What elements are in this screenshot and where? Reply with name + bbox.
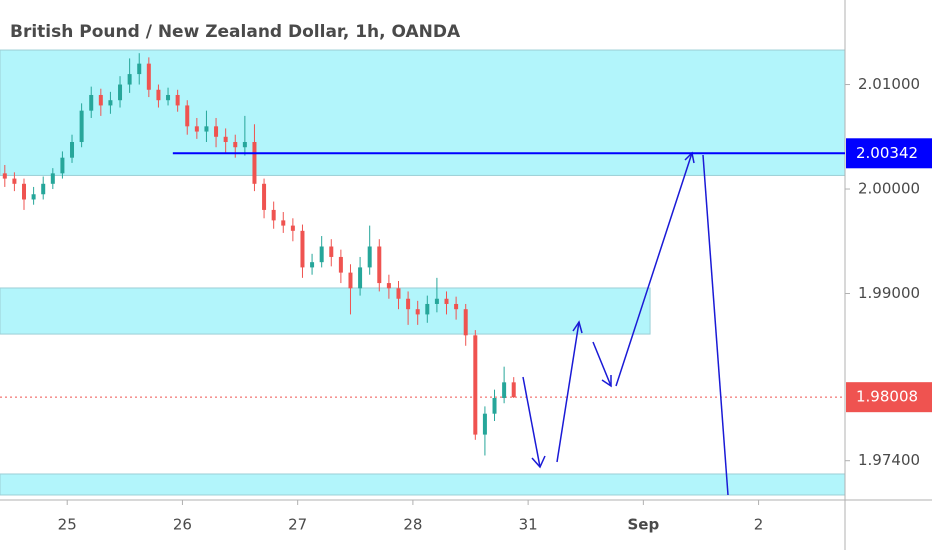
candle-body: [2, 173, 7, 179]
zone: [0, 473, 846, 496]
candle-body: [108, 100, 113, 106]
candle-body: [252, 142, 257, 184]
candle-body: [348, 272, 353, 289]
candle-body: [310, 262, 315, 268]
zone: [0, 49, 846, 176]
candle-body: [329, 246, 334, 257]
candle-body: [300, 230, 305, 268]
candle-body: [233, 142, 238, 148]
forecast-arrows: [522, 151, 729, 496]
candle-body: [492, 398, 497, 414]
arrowhead: [572, 320, 583, 334]
last-price-badge: [846, 382, 932, 413]
arrowhead: [531, 455, 546, 469]
candle-body: [41, 183, 46, 195]
candle-body: [146, 63, 151, 90]
candle-body: [319, 246, 324, 263]
x-tick-label: 27: [288, 516, 307, 534]
candle-body: [415, 309, 420, 315]
candle-body: [98, 94, 103, 106]
zone: [0, 287, 651, 335]
candle-body: [262, 183, 267, 210]
x-tick-label: 26: [173, 516, 192, 534]
y-tick-label: 1.99000: [858, 284, 920, 302]
last-price-label: 1.98008: [856, 388, 918, 406]
level-badge: [846, 138, 932, 169]
candle-body: [271, 209, 276, 221]
candle-body: [367, 246, 372, 268]
candle-body: [31, 194, 36, 200]
candle-body: [434, 298, 439, 304]
candle-body: [502, 382, 507, 399]
x-tick-label: 2: [754, 516, 764, 534]
candle-body: [406, 298, 411, 310]
candle-body: [60, 157, 65, 174]
arrow: [592, 341, 612, 387]
candle-body: [511, 382, 516, 398]
candle-body: [242, 142, 247, 148]
candle-body: [338, 256, 343, 273]
x-tick-label: 31: [519, 516, 538, 534]
candle-body: [127, 74, 132, 85]
y-tick-label: 1.97400: [858, 451, 920, 469]
candle-body: [281, 220, 286, 226]
candle-body: [70, 142, 75, 158]
y-tick-label: 2.01000: [858, 75, 920, 93]
arrow: [522, 376, 541, 468]
candle-body: [185, 105, 190, 127]
candle-body: [473, 335, 478, 435]
candle-body: [386, 283, 391, 289]
candle-body: [482, 413, 487, 435]
level-label: 2.00342: [856, 144, 918, 162]
x-tick-label: 28: [403, 516, 422, 534]
candle-body: [50, 173, 55, 184]
x-tick-label: Sep: [627, 516, 659, 534]
candle-body: [214, 126, 219, 137]
candle-body: [166, 94, 171, 101]
candle-body: [377, 246, 382, 284]
arrow: [615, 152, 693, 387]
candle-body: [223, 136, 228, 143]
candle-body: [444, 298, 449, 304]
candle-body: [137, 63, 142, 75]
arrowhead: [601, 375, 612, 388]
candle-body: [118, 84, 123, 101]
y-tick-label: 2.00000: [858, 180, 920, 198]
candle-body: [396, 288, 401, 299]
candle-body: [290, 225, 295, 231]
candle-body: [358, 267, 363, 289]
candle-body: [425, 303, 430, 315]
arrow: [702, 154, 729, 496]
candle-body: [204, 126, 209, 132]
candle-body: [22, 183, 27, 200]
x-tick-label: 25: [58, 516, 77, 534]
candle-body: [79, 110, 84, 143]
arrow: [556, 321, 580, 463]
candle-body: [194, 126, 199, 132]
candle-body: [463, 309, 468, 336]
candle-body: [89, 94, 94, 111]
candle-body: [12, 178, 17, 184]
candle-body: [175, 94, 180, 106]
candle-body: [454, 303, 459, 310]
chart-title: British Pound / New Zealand Dollar, 1h, …: [10, 22, 461, 42]
candle-body: [156, 89, 161, 101]
